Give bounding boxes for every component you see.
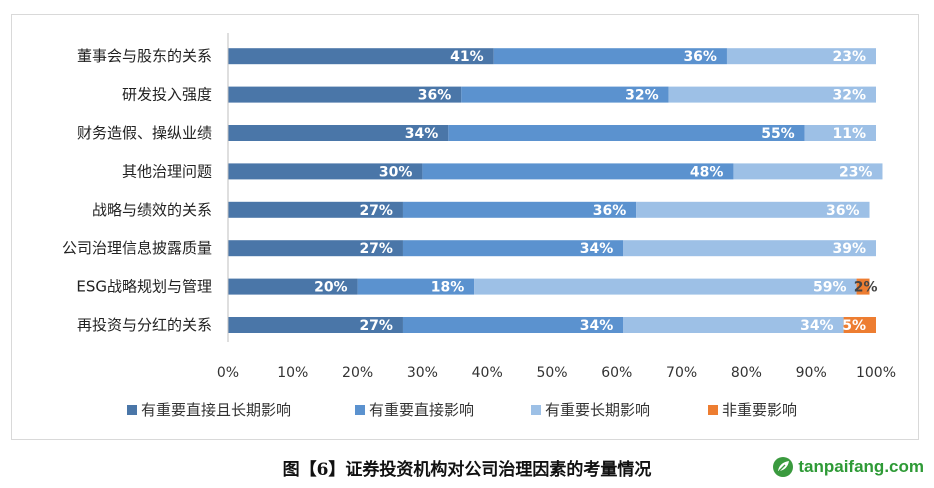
data-label: 20% <box>314 280 348 296</box>
legend-label: 有重要长期影响 <box>545 401 650 419</box>
data-label: 59% <box>813 280 847 296</box>
data-label: 23% <box>832 49 866 65</box>
bar-segment <box>402 317 624 333</box>
bar-segment <box>228 48 494 65</box>
bar-segment <box>228 86 462 103</box>
x-tick-label: 30% <box>407 365 438 381</box>
bar-segment <box>461 86 669 103</box>
chart-frame <box>11 14 919 440</box>
category-label: 再投资与分红的关系 <box>77 316 212 334</box>
category-label: 其他治理问题 <box>122 162 212 180</box>
bar-segment <box>474 278 857 295</box>
bar-segment <box>636 201 870 218</box>
data-label: 48% <box>690 164 724 180</box>
data-label: 34% <box>580 318 614 334</box>
bar-segment <box>402 201 637 218</box>
data-label: 27% <box>359 203 393 219</box>
legend-swatch <box>531 405 541 415</box>
x-tick-label: 90% <box>796 365 827 381</box>
legend-label: 有重要直接且长期影响 <box>141 401 291 419</box>
bar-segment <box>668 86 876 103</box>
data-label: 30% <box>379 164 413 180</box>
bar-segment <box>448 125 805 141</box>
category-label: 财务造假、操纵业绩 <box>77 124 212 142</box>
bar-segment <box>856 278 870 295</box>
data-label: 36% <box>683 49 717 65</box>
site-logo: tanpaifang.com <box>772 456 924 478</box>
x-tick-label: 40% <box>472 365 503 381</box>
bar-segment <box>623 240 876 257</box>
data-label: 55% <box>761 126 795 142</box>
x-tick-label: 0% <box>217 365 239 381</box>
legend-label: 有重要直接影响 <box>369 401 474 419</box>
data-label: 32% <box>625 88 659 104</box>
leaf-icon <box>773 457 794 477</box>
figure-caption: 图【6】证券投资机构对公司治理因素的考量情况 <box>282 460 652 480</box>
data-label: 18% <box>431 280 465 296</box>
data-label: 32% <box>832 88 866 104</box>
x-tick-label: 10% <box>277 365 308 381</box>
bar-segment <box>228 201 403 218</box>
data-label: 34% <box>405 126 439 142</box>
bar-segment <box>493 48 727 65</box>
bar-segment <box>623 317 844 333</box>
category-label: ESG战略规划与管理 <box>76 278 212 296</box>
x-tick-label: 80% <box>731 365 762 381</box>
data-label: 39% <box>832 241 866 257</box>
bar-segment <box>228 317 403 333</box>
x-tick-label: 100% <box>856 365 896 381</box>
bar-segment <box>357 278 475 295</box>
bar-segment <box>228 163 423 180</box>
category-label: 公司治理信息披露质量 <box>62 239 212 257</box>
bar-segment <box>228 125 449 141</box>
data-label: 11% <box>832 126 866 142</box>
legend-swatch <box>708 405 718 415</box>
stacked-bar-chart: 董事会与股东的关系 41% 36% 23% 研发投入强度 36% 32% 32% 财务造假、操纵… <box>62 33 896 419</box>
x-tick-label: 20% <box>342 365 373 381</box>
bar-segment <box>733 163 883 180</box>
bar-segment <box>402 240 624 257</box>
data-label: 23% <box>839 164 873 180</box>
x-tick-label: 70% <box>666 365 697 381</box>
bar-segment <box>228 278 358 295</box>
x-tick-label: 60% <box>601 365 632 381</box>
data-label: 36% <box>593 203 627 219</box>
legend-swatch <box>355 405 365 415</box>
bar-segment <box>843 317 876 333</box>
data-label: 2% <box>854 280 878 296</box>
data-label: 41% <box>450 49 484 65</box>
bar-segment <box>228 240 403 257</box>
bar-segment <box>422 163 734 180</box>
data-label: 34% <box>580 241 614 257</box>
bar-segment <box>804 125 876 141</box>
data-label: 36% <box>418 88 452 104</box>
category-label: 研发投入强度 <box>122 86 212 104</box>
category-label: 战略与绩效的关系 <box>92 201 212 219</box>
legend-swatch <box>127 405 137 415</box>
logo-text: tanpaifang.com <box>798 457 924 476</box>
data-label: 36% <box>826 203 860 219</box>
data-label: 34% <box>800 318 834 334</box>
data-label: 5% <box>842 318 866 334</box>
legend-label: 非重要影响 <box>722 401 797 419</box>
category-label: 董事会与股东的关系 <box>77 47 212 65</box>
x-tick-label: 50% <box>536 365 567 381</box>
bar-segment <box>726 48 876 65</box>
data-label: 27% <box>359 241 393 257</box>
data-label: 27% <box>359 318 393 334</box>
